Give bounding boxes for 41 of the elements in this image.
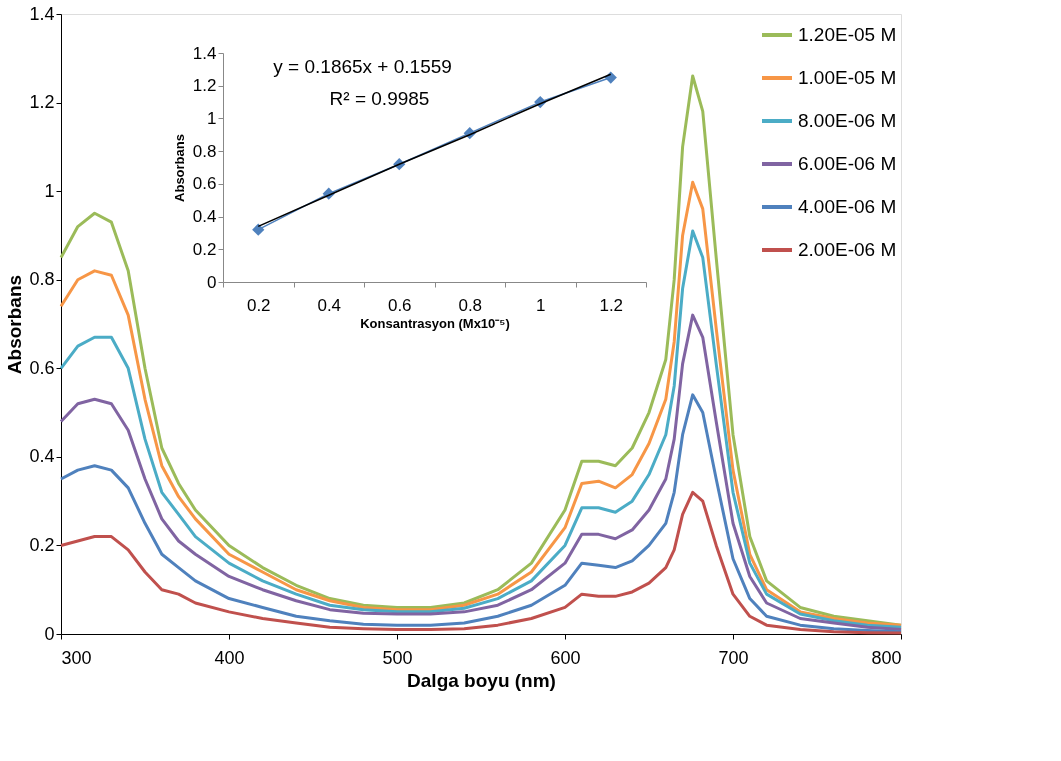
legend-label: 2.00E-06 M [798, 239, 897, 260]
y-tick-label: 0.8 [29, 269, 55, 290]
x-tick-label: 700 [718, 647, 749, 668]
legend-label: 8.00E-06 M [798, 110, 897, 131]
y-tick-label: 0.8 [192, 141, 217, 161]
y-tick-label: 0 [207, 272, 217, 292]
x-axis-title: Dalga boyu (nm) [407, 669, 556, 691]
y-tick-label: 1.4 [192, 43, 217, 63]
legend-label: 1.00E-05 M [798, 67, 897, 88]
x-tick-label: 1.2 [599, 295, 624, 315]
y-tick-label: 0 [44, 623, 55, 644]
y-tick-label: 0.6 [192, 174, 217, 194]
y-tick-label: 1.4 [29, 3, 55, 24]
x-tick-label: 800 [871, 647, 902, 668]
annotation: y = 0.1865x + 0.1559 [273, 56, 452, 77]
x-axis-title: Konsantrasyon (Mx10⁻⁵) [360, 315, 510, 331]
y-tick-label: 0.4 [29, 446, 55, 467]
x-tick-label: 300 [61, 647, 92, 668]
x-tick-label: 400 [214, 647, 245, 668]
x-tick-label: 0.6 [387, 295, 412, 315]
legend-label: 6.00E-06 M [798, 153, 897, 174]
y-tick-label: 1.2 [192, 76, 217, 96]
y-tick-label: 1.2 [29, 92, 55, 113]
annotation: R² = 0.9985 [329, 88, 430, 109]
x-tick-label: 500 [382, 647, 413, 668]
y-tick-label: 1 [44, 180, 55, 201]
legend-label: 1.20E-05 M [798, 24, 897, 45]
point [252, 223, 265, 236]
x-tick-label: 600 [550, 647, 581, 668]
y-tick-label: 0.6 [29, 357, 55, 378]
x-tick-label: 0.2 [246, 295, 271, 315]
y-tick-label: 0.2 [192, 239, 217, 259]
y-tick-label: 1 [207, 108, 217, 128]
legend-label: 4.00E-06 M [798, 196, 897, 217]
y-tick-label: 0.4 [192, 207, 217, 227]
x-tick-label: 0.8 [458, 295, 483, 315]
y-axis-title: Absorbans [4, 274, 26, 375]
y-axis-title: Absorbans [171, 134, 187, 202]
x-tick-label: 1 [536, 295, 546, 315]
x-tick-label: 0.4 [317, 295, 342, 315]
y-tick-label: 0.2 [29, 534, 55, 555]
